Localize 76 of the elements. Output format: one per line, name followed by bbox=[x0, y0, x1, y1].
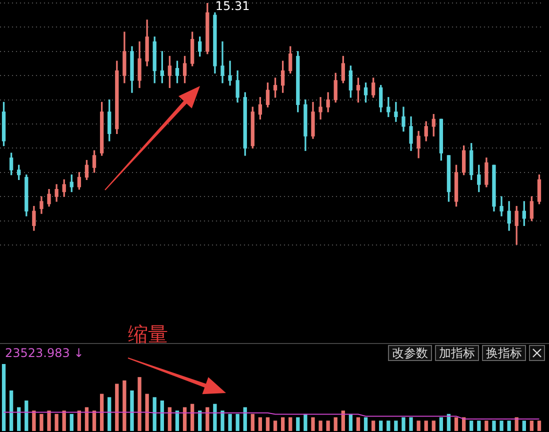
bar bbox=[100, 394, 104, 431]
bar bbox=[160, 400, 164, 431]
bar bbox=[492, 420, 496, 431]
bar bbox=[198, 410, 202, 431]
bar bbox=[311, 417, 315, 431]
bar bbox=[537, 420, 542, 431]
text: 缩量 bbox=[128, 321, 168, 348]
bar bbox=[470, 420, 474, 431]
bar bbox=[84, 407, 89, 431]
bar bbox=[122, 380, 126, 431]
bar bbox=[334, 417, 338, 431]
bar bbox=[258, 417, 262, 431]
bar bbox=[138, 377, 142, 431]
bar bbox=[416, 420, 420, 431]
bar bbox=[379, 420, 383, 431]
bar bbox=[394, 420, 398, 431]
bar bbox=[62, 410, 66, 431]
text: 换指标 bbox=[482, 345, 526, 361]
text: 加指标 bbox=[435, 345, 479, 361]
bar bbox=[348, 414, 353, 431]
bar bbox=[326, 420, 330, 431]
bar bbox=[228, 414, 232, 431]
bar bbox=[318, 420, 322, 431]
bar bbox=[220, 410, 224, 431]
bar bbox=[213, 404, 217, 431]
bar bbox=[288, 417, 292, 431]
bar bbox=[341, 410, 345, 431]
bar bbox=[2, 364, 6, 431]
bar bbox=[356, 417, 360, 431]
bar bbox=[386, 420, 390, 431]
bar bbox=[115, 384, 119, 431]
bar bbox=[92, 410, 96, 431]
bar bbox=[266, 417, 270, 431]
bar bbox=[530, 420, 534, 431]
bar bbox=[70, 414, 74, 431]
bar bbox=[273, 420, 278, 431]
bar bbox=[371, 420, 376, 431]
bar bbox=[500, 420, 504, 431]
bar bbox=[477, 420, 481, 431]
bar bbox=[32, 410, 36, 431]
bar bbox=[9, 390, 14, 431]
bar bbox=[236, 414, 240, 431]
bar bbox=[152, 397, 156, 431]
bar bbox=[522, 420, 526, 431]
bar bbox=[175, 410, 180, 431]
bar bbox=[130, 390, 134, 431]
bar bbox=[424, 420, 428, 431]
bar bbox=[484, 420, 488, 431]
bar bbox=[77, 410, 82, 431]
bar bbox=[190, 404, 194, 431]
bar bbox=[17, 407, 21, 431]
bar bbox=[243, 407, 247, 431]
bar bbox=[304, 414, 308, 431]
bar bbox=[168, 407, 172, 431]
bar bbox=[54, 414, 58, 431]
bar bbox=[40, 414, 44, 431]
bar bbox=[402, 417, 406, 431]
bar bbox=[439, 417, 444, 431]
text: 23523.983 ↓ bbox=[5, 346, 84, 360]
bar bbox=[108, 397, 112, 431]
bar bbox=[280, 417, 285, 431]
bar bbox=[446, 414, 451, 431]
bar bbox=[145, 394, 149, 431]
bar bbox=[24, 400, 28, 431]
bar bbox=[250, 414, 254, 431]
bar bbox=[507, 420, 511, 431]
bar bbox=[47, 410, 51, 431]
bar bbox=[409, 417, 413, 431]
text: 改参数 bbox=[388, 345, 432, 361]
annotation: 15.31 bbox=[215, 0, 250, 14]
bar bbox=[364, 417, 368, 431]
bar bbox=[454, 417, 458, 431]
bar bbox=[296, 417, 300, 431]
bar bbox=[206, 407, 210, 431]
bar bbox=[182, 407, 187, 431]
bar bbox=[432, 420, 436, 431]
